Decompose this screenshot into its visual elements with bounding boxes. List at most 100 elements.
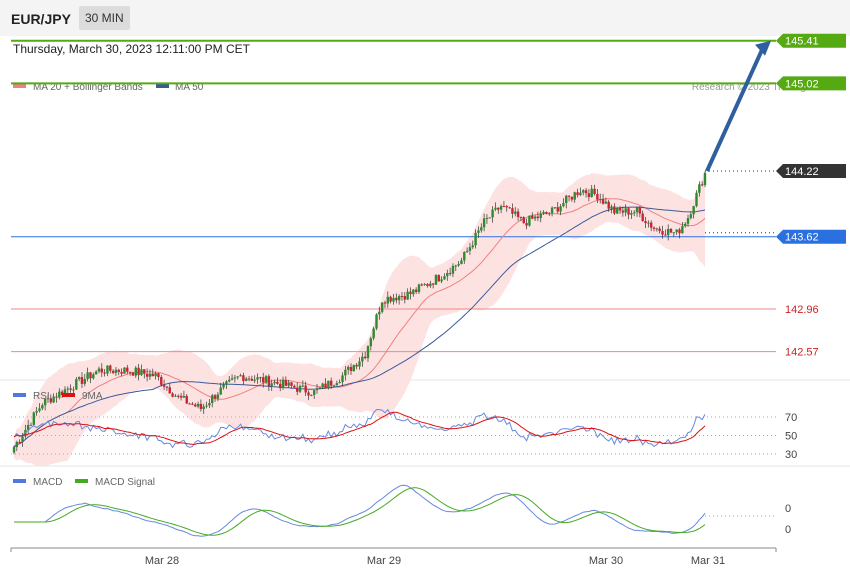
level-label-bg — [776, 164, 846, 178]
candle-body — [386, 296, 390, 304]
candle — [414, 287, 418, 295]
macd-line — [14, 484, 706, 537]
candle — [666, 224, 670, 241]
candle-body — [599, 198, 602, 200]
macd-signal-legend-label: MACD Signal — [95, 477, 155, 488]
candle-body — [567, 195, 571, 197]
candle — [604, 197, 608, 204]
candle-body — [700, 184, 704, 186]
price-level-labels: 145.41 145.02 144.22 143.62 142.96 142.57 — [776, 33, 846, 359]
candle-body — [497, 207, 500, 210]
candle — [587, 189, 591, 202]
candle — [465, 247, 469, 254]
candle — [301, 380, 305, 388]
candle-body — [145, 373, 149, 377]
candle — [256, 373, 259, 384]
candle-body — [41, 405, 44, 409]
rsi-panel: 70 50 30 — [11, 408, 797, 461]
candle — [567, 195, 571, 202]
candle-body — [222, 384, 225, 388]
candle — [225, 380, 228, 389]
candle — [616, 206, 619, 215]
candle-body — [92, 374, 95, 379]
candle-body — [126, 367, 129, 372]
candle — [123, 367, 126, 374]
candle — [279, 379, 282, 392]
candle-body — [514, 211, 517, 214]
candle-body — [502, 206, 506, 208]
candle-body — [584, 190, 588, 194]
candle-body — [205, 405, 208, 407]
candle-body — [43, 398, 47, 406]
candle-body — [179, 395, 183, 398]
candle-body — [587, 193, 591, 198]
candle — [304, 381, 307, 396]
candle — [457, 261, 460, 267]
candle — [675, 229, 678, 235]
timeframe-button[interactable]: 30 MIN — [79, 6, 130, 30]
candle-body — [658, 228, 661, 231]
candle-body — [681, 226, 684, 234]
candle — [395, 293, 398, 304]
candle-body — [69, 388, 72, 390]
candle-body — [199, 403, 203, 410]
candle-body — [131, 372, 135, 376]
candle-body — [335, 383, 339, 386]
candle-body — [140, 369, 143, 376]
candle — [213, 393, 217, 402]
candle-body — [562, 203, 565, 207]
candle-body — [451, 265, 455, 274]
macd-signal-line — [14, 487, 706, 536]
candle — [276, 377, 279, 385]
candle-body — [649, 222, 653, 228]
candle — [114, 366, 118, 377]
candle-body — [579, 192, 582, 196]
candle-body — [18, 441, 21, 443]
candle-body — [400, 296, 404, 298]
candle-body — [66, 388, 70, 390]
candle — [380, 302, 384, 314]
candle — [194, 402, 197, 408]
candle-body — [539, 213, 542, 219]
candle-body — [678, 229, 681, 234]
level-label: 144.22 — [785, 166, 819, 178]
candle-body — [576, 192, 579, 196]
candle-body — [556, 207, 559, 212]
candle — [406, 288, 409, 300]
candle — [491, 206, 494, 223]
candle-body — [482, 218, 486, 228]
candle-body — [542, 212, 545, 214]
candle — [287, 379, 290, 388]
candle-body — [315, 388, 319, 391]
candle — [627, 207, 630, 220]
candle — [700, 181, 704, 187]
candle-body — [383, 302, 387, 304]
candle-body — [301, 385, 305, 387]
candle — [658, 226, 661, 234]
candle — [143, 369, 146, 379]
candle — [216, 392, 220, 402]
bollinger-band-area — [14, 169, 705, 466]
candle-body — [477, 230, 480, 233]
projection-arrowhead — [755, 40, 771, 56]
candle-body — [494, 207, 497, 210]
candle — [92, 372, 95, 380]
candle — [369, 336, 373, 351]
candle-body — [426, 284, 429, 287]
candle-body — [83, 379, 86, 384]
candle — [196, 401, 200, 409]
candle — [372, 326, 375, 341]
candle — [15, 440, 19, 452]
candle — [103, 369, 106, 377]
candle — [412, 289, 415, 297]
candle — [94, 370, 98, 375]
candle-body — [267, 376, 271, 387]
candle — [601, 193, 605, 205]
candle — [128, 371, 132, 376]
candle-body — [318, 387, 322, 389]
candle-body — [160, 376, 163, 385]
candle-body — [358, 361, 361, 367]
candle-body — [559, 206, 562, 212]
candle — [686, 214, 690, 227]
candle — [678, 227, 681, 239]
